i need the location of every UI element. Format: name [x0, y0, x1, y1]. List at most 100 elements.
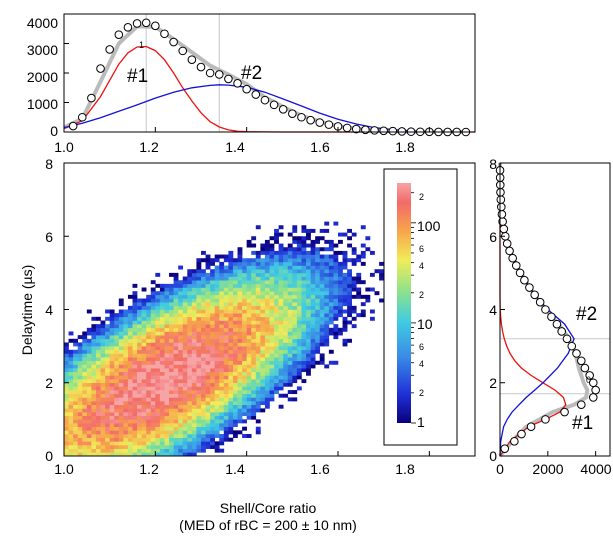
top-data-point: [388, 126, 398, 136]
heatmap-cell: [105, 404, 110, 409]
heatmap-cell: [342, 342, 348, 347]
heatmap-cell: [137, 423, 142, 427]
heatmap-cell: [118, 349, 124, 354]
heatmap-cell: [150, 313, 156, 318]
heatmap-cell: [210, 371, 215, 376]
heatmap-cell: [287, 375, 293, 380]
heatmap-cell: [178, 305, 184, 310]
heatmap-cell: [219, 316, 225, 321]
heatmap-cell: [109, 386, 115, 391]
heatmap-cell: [155, 375, 161, 380]
heatmap-cell: [310, 228, 316, 233]
heatmap-cell: [86, 423, 92, 427]
heatmap-cell: [214, 382, 220, 387]
right-y-tick-label: 6: [489, 229, 497, 245]
heatmap-cell: [173, 294, 179, 299]
heatmap-cell: [228, 375, 234, 380]
heatmap-cell: [315, 236, 321, 241]
heatmap-cell: [223, 313, 229, 318]
heatmap-cell: [324, 294, 330, 299]
heatmap-cell: [301, 239, 307, 244]
heatmap-cell: [255, 320, 261, 325]
heatmap-cell: [105, 448, 110, 453]
heatmap-x-tick-label: 1.6: [310, 461, 330, 477]
heatmap-cell: [68, 371, 74, 376]
heatmap-cell: [141, 360, 147, 365]
heatmap-cell: [223, 371, 229, 376]
heatmap-cell: [242, 272, 247, 277]
heatmap-cell: [296, 269, 302, 274]
heatmap-cell: [251, 283, 257, 288]
heatmap-cell: [301, 327, 307, 332]
heatmap-cell: [278, 280, 284, 285]
heatmap-cell: [196, 397, 202, 402]
heatmap-cell: [260, 316, 266, 321]
heatmap-cell: [246, 360, 252, 365]
heatmap-cell: [146, 342, 152, 347]
colorbar-major-tick-label: 100: [417, 218, 441, 234]
heatmap-cell: [296, 258, 302, 263]
heatmap-cell: [109, 441, 115, 446]
heatmap-cell: [146, 419, 152, 424]
heatmap-cell: [379, 261, 384, 266]
heatmap-cell: [342, 276, 348, 281]
heatmap-cell: [232, 280, 238, 285]
heatmap-cell: [379, 298, 384, 303]
heatmap-cell: [77, 342, 83, 347]
heatmap-cell: [82, 390, 88, 395]
heatmap-cell: [137, 331, 142, 336]
heatmap-cell: [141, 404, 147, 409]
heatmap-cell: [159, 360, 165, 365]
heatmap-cell: [237, 338, 243, 343]
heatmap-cell: [347, 236, 352, 241]
heatmap-cell: [182, 393, 188, 398]
heatmap-cell: [118, 357, 124, 362]
heatmap-cell: [173, 302, 179, 307]
heatmap-cell: [210, 316, 215, 321]
right-x-axis: 0 2000 4000: [496, 451, 612, 477]
heatmap-cell: [242, 412, 247, 417]
heatmap-cell: [296, 276, 302, 281]
heatmap-cell: [351, 316, 357, 321]
heatmap-cell: [155, 327, 161, 332]
heatmap-cell: [150, 305, 156, 310]
heatmap-cell: [159, 448, 165, 453]
heatmap-cell: [351, 294, 357, 299]
heatmap-cell: [187, 393, 193, 398]
heatmap-cell: [169, 408, 174, 413]
heatmap-cell: [287, 291, 293, 296]
heatmap-cell: [232, 327, 238, 332]
heatmap-cell: [196, 412, 202, 417]
heatmap-cell: [210, 338, 215, 343]
heatmap-cell: [242, 397, 247, 402]
heatmap-cell: [228, 390, 234, 395]
heatmap-cell: [246, 349, 252, 354]
heatmap-cell: [319, 302, 325, 307]
heatmap-cell: [278, 291, 284, 296]
heatmap-cell: [228, 298, 234, 303]
heatmap-cell: [351, 276, 357, 281]
top-y-axis: 0 1000 2000 3000 4000: [27, 13, 69, 139]
heatmap-cell: [91, 316, 97, 321]
heatmap-cell: [141, 371, 147, 376]
heatmap-cell: [64, 412, 69, 417]
heatmap-cell: [173, 423, 179, 427]
heatmap-cell: [328, 291, 334, 296]
heatmap-cell: [237, 386, 243, 391]
heatmap-cell: [292, 346, 298, 351]
heatmap-cell: [251, 415, 257, 420]
heatmap-cell: [219, 261, 225, 266]
heatmap-cell: [114, 360, 120, 365]
top-x-tick-label: 1.6: [310, 139, 330, 155]
heatmap-cell: [214, 353, 220, 358]
heatmap-cell: [237, 302, 243, 307]
heatmap-cell: [246, 283, 252, 288]
heatmap-cell: [264, 379, 270, 384]
heatmap-cell: [169, 401, 174, 406]
heatmap-cell: [118, 386, 124, 391]
heatmap-cell: [159, 430, 165, 435]
heatmap-cell: [283, 250, 289, 255]
heatmap-cell: [127, 360, 133, 365]
heatmap-cell: [73, 401, 78, 406]
heatmap-cell: [269, 261, 275, 266]
